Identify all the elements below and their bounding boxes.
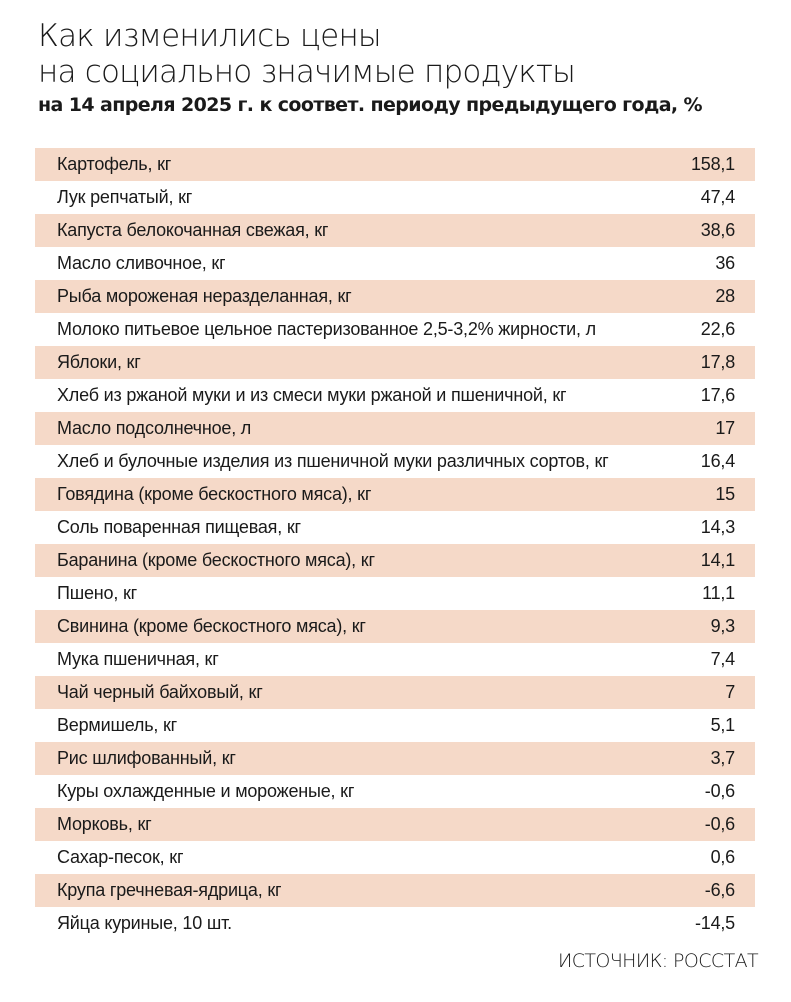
chart-title-line-1: Как изменились цены bbox=[38, 18, 382, 54]
row-label: Лук репчатый, кг bbox=[57, 187, 193, 207]
row-label: Баранина (кроме бескостного мяса), кг bbox=[57, 550, 375, 570]
row-value: 3,7 bbox=[710, 748, 736, 768]
table-row: Морковь, кг -0,6 bbox=[35, 808, 755, 841]
row-label: Говядина (кроме бескостного мяса), кг bbox=[57, 484, 372, 504]
row-label: Вермишель, кг bbox=[57, 715, 178, 735]
row-value: 17,6 bbox=[700, 385, 735, 405]
row-value: 14,3 bbox=[700, 517, 735, 537]
row-value: 158,1 bbox=[690, 154, 735, 174]
row-value: 47,4 bbox=[700, 187, 735, 207]
table-row: Рыба мороженая неразделанная, кг 28 bbox=[35, 280, 755, 313]
row-value: 22,6 bbox=[700, 319, 735, 339]
title-block: Как изменились цены на социально значимы… bbox=[38, 18, 778, 118]
row-value: 11,1 bbox=[702, 583, 735, 603]
table-row: Свинина (кроме бескостного мяса), кг 9,3 bbox=[35, 610, 755, 643]
row-value: -0,6 bbox=[704, 781, 735, 801]
row-label: Рыба мороженая неразделанная, кг bbox=[57, 286, 352, 306]
row-value: 17 bbox=[715, 418, 735, 438]
table-row: Лук репчатый, кг 47,4 bbox=[35, 181, 755, 214]
table-row: Молоко питьевое цельное пастеризованное … bbox=[35, 313, 755, 346]
table-row: Хлеб и булочные изделия из пшеничной мук… bbox=[35, 445, 755, 478]
table-row: Капуста белокочанная свежая, кг 38,6 bbox=[35, 214, 755, 247]
table-row: Хлеб из ржаной муки и из смеси муки ржан… bbox=[35, 379, 755, 412]
table-row: Говядина (кроме бескостного мяса), кг 15 bbox=[35, 478, 755, 511]
row-label: Пшено, кг bbox=[57, 583, 137, 603]
price-change-table: Картофель, кг 158,1 Лук репчатый, кг 47,4 Ка… bbox=[35, 148, 755, 940]
table-row: Вермишель, кг 5,1 bbox=[35, 709, 755, 742]
row-label: Крупа гречневая-ядрица, кг bbox=[57, 880, 282, 900]
table-row: Картофель, кг 158,1 bbox=[35, 148, 755, 181]
row-value: 36 bbox=[715, 253, 735, 273]
table-row: Рис шлифованный, кг 3,7 bbox=[35, 742, 755, 775]
row-value: 7,4 bbox=[710, 649, 736, 669]
row-value: 17,8 bbox=[700, 352, 735, 372]
row-value: 9,3 bbox=[710, 616, 736, 636]
table-row: Мука пшеничная, кг 7,4 bbox=[35, 643, 755, 676]
row-label: Яйца куриные, 10 шт. bbox=[57, 913, 232, 933]
row-value: -0,6 bbox=[704, 814, 735, 834]
row-value: 0,6 bbox=[710, 847, 736, 867]
row-value: -14,5 bbox=[694, 913, 735, 933]
table-row: Куры охлажденные и мороженые, кг -0,6 bbox=[35, 775, 755, 808]
row-value: -6,6 bbox=[704, 880, 735, 900]
table-row: Соль поваренная пищевая, кг 14,3 bbox=[35, 511, 755, 544]
table-row: Пшено, кг 11,1 bbox=[35, 577, 755, 610]
row-label: Капуста белокочанная свежая, кг bbox=[57, 220, 329, 240]
row-label: Хлеб из ржаной муки и из смеси муки ржан… bbox=[57, 385, 567, 405]
table-row: Масло сливочное, кг 36 bbox=[35, 247, 755, 280]
table-row: Яблоки, кг 17,8 bbox=[35, 346, 755, 379]
table-row: Крупа гречневая-ядрица, кг -6,6 bbox=[35, 874, 755, 907]
row-label: Соль поваренная пищевая, кг bbox=[57, 517, 301, 537]
row-label: Масло сливочное, кг bbox=[57, 253, 226, 273]
row-label: Картофель, кг bbox=[57, 154, 172, 174]
table-row: Сахар-песок, кг 0,6 bbox=[35, 841, 755, 874]
table-row: Чай черный байховый, кг 7 bbox=[35, 676, 755, 709]
row-value: 5,1 bbox=[710, 715, 736, 735]
row-value: 28 bbox=[715, 286, 735, 306]
row-label: Чай черный байховый, кг bbox=[57, 682, 263, 702]
row-value: 38,6 bbox=[700, 220, 735, 240]
row-value: 16,4 bbox=[700, 451, 735, 471]
source-note: ИСТОЧНИК: РОССТАТ bbox=[557, 950, 759, 972]
row-value: 7 bbox=[725, 682, 735, 702]
chart-title-line-2: на социально значимые продукты bbox=[38, 54, 576, 90]
row-label: Яблоки, кг bbox=[57, 352, 141, 372]
table-row: Яйца куриные, 10 шт. -14,5 bbox=[35, 907, 755, 940]
row-label: Рис шлифованный, кг bbox=[57, 748, 236, 768]
row-label: Свинина (кроме бескостного мяса), кг bbox=[57, 616, 366, 636]
row-label: Мука пшеничная, кг bbox=[57, 649, 219, 669]
row-value: 15 bbox=[715, 484, 735, 504]
table-row: Баранина (кроме бескостного мяса), кг 14,… bbox=[35, 544, 755, 577]
row-label: Молоко питьевое цельное пастеризованное … bbox=[57, 319, 596, 339]
chart-subtitle: на 14 апреля 2025 г. к соответ. периоду … bbox=[38, 94, 703, 116]
table-row: Масло подсолнечное, л 17 bbox=[35, 412, 755, 445]
row-label: Морковь, кг bbox=[57, 814, 152, 834]
row-label: Масло подсолнечное, л bbox=[57, 418, 252, 438]
row-label: Хлеб и булочные изделия из пшеничной мук… bbox=[57, 451, 609, 471]
row-value: 14,1 bbox=[700, 550, 735, 570]
row-label: Куры охлажденные и мороженые, кг bbox=[57, 781, 355, 801]
row-label: Сахар-песок, кг bbox=[57, 847, 184, 867]
